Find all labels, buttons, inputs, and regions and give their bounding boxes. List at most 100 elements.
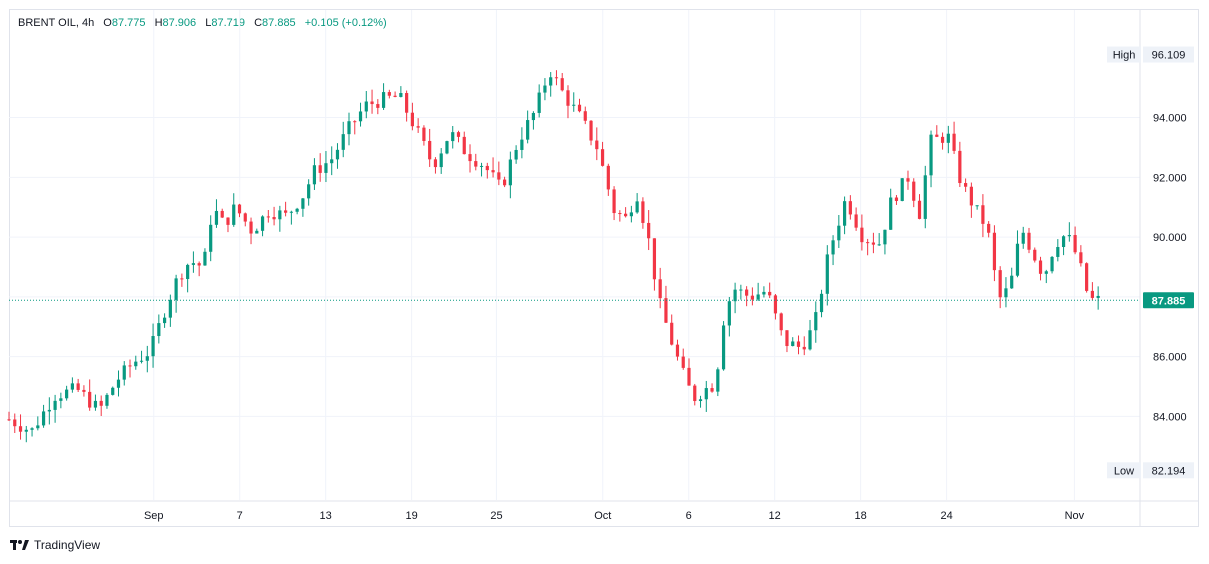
- candle-body: [952, 133, 956, 151]
- candle-body: [324, 163, 328, 173]
- candle-body: [451, 132, 455, 142]
- candle-body: [975, 205, 979, 207]
- candle-body: [347, 121, 351, 135]
- candle-body: [439, 153, 443, 168]
- candle-body: [47, 409, 51, 412]
- candle-body: [1015, 243, 1020, 276]
- candle-body: [197, 263, 201, 266]
- candle-body: [1067, 235, 1071, 237]
- candle-body: [848, 201, 852, 215]
- last-price-badge: [1143, 292, 1194, 309]
- candle-body: [791, 341, 795, 347]
- candle-body: [255, 230, 259, 234]
- candle-body: [773, 295, 778, 314]
- x-tick-label: 18: [855, 510, 867, 522]
- candle-body: [514, 149, 518, 160]
- candle-body: [1056, 247, 1060, 257]
- candle-body: [53, 400, 57, 410]
- candle-body: [768, 291, 772, 296]
- candle-body: [969, 186, 973, 206]
- candle-body: [906, 178, 910, 182]
- candle-body: [520, 139, 524, 150]
- candle-body: [428, 140, 432, 160]
- candle-body: [1021, 232, 1025, 244]
- candle-body: [266, 216, 270, 218]
- candle-body: [1090, 290, 1094, 298]
- candle-body: [18, 426, 23, 432]
- candle-body: [739, 289, 743, 291]
- high-marker-badge: [1143, 46, 1194, 63]
- candle-body: [1010, 275, 1014, 289]
- candle-body: [312, 165, 317, 185]
- candle-body: [664, 298, 668, 323]
- candle-body: [99, 400, 103, 406]
- candle-body: [341, 134, 345, 150]
- candle-body: [1096, 295, 1100, 298]
- brand-footer[interactable]: TradingView: [10, 538, 100, 552]
- candle-body: [537, 92, 541, 113]
- candle-body: [992, 232, 997, 271]
- candle-body: [618, 213, 622, 215]
- open-label: O: [103, 17, 112, 29]
- candle-body: [964, 183, 968, 187]
- candle-body: [883, 229, 887, 245]
- x-tick-label: 19: [406, 510, 418, 522]
- close-label: C: [254, 17, 263, 29]
- candle-body: [479, 165, 484, 167]
- symbol-title: BRENT OIL, 4h: [18, 17, 95, 29]
- candle-body: [647, 222, 651, 239]
- candle-body: [577, 104, 582, 112]
- candle-body: [111, 387, 115, 395]
- candle-body: [987, 223, 991, 233]
- candle-body: [24, 429, 28, 432]
- candle-body: [76, 383, 80, 390]
- candle-body: [433, 159, 438, 168]
- candle-body: [745, 289, 749, 296]
- candle-body: [191, 263, 196, 265]
- candle-body: [330, 159, 334, 164]
- candle-body: [981, 205, 985, 224]
- candle-body: [226, 217, 230, 225]
- candle-body: [935, 134, 939, 137]
- low-marker-label: Low: [1114, 465, 1134, 477]
- candle-body: [220, 210, 224, 218]
- candle-body: [698, 399, 703, 402]
- candle-body: [566, 90, 570, 106]
- candle-body: [1073, 235, 1077, 253]
- candle-body: [526, 120, 530, 140]
- candle-body: [837, 225, 841, 241]
- candle-body: [940, 136, 945, 143]
- candle-body: [508, 159, 512, 186]
- candle-body: [606, 165, 610, 190]
- candle-body: [485, 165, 489, 171]
- candle-body: [272, 217, 276, 220]
- y-tick-label: 92.000: [1153, 172, 1187, 184]
- tradingview-logo-icon: [10, 538, 30, 552]
- high-marker-value: 96.109: [1152, 50, 1186, 62]
- candle-body: [65, 389, 69, 399]
- y-tick-label: 94.000: [1153, 113, 1187, 125]
- candle-body: [871, 242, 876, 245]
- candle-body: [549, 77, 553, 86]
- candle-body: [284, 210, 288, 213]
- candle-body: [531, 112, 536, 121]
- candle-body: [750, 295, 754, 300]
- candle-body: [358, 111, 363, 122]
- candle-body: [946, 133, 950, 143]
- candle-body: [180, 278, 184, 280]
- candle-body: [998, 270, 1002, 298]
- candle-body: [814, 312, 818, 331]
- low-value: 87.719: [211, 17, 246, 29]
- candle-body: [364, 101, 368, 112]
- candle-body: [1061, 236, 1066, 248]
- brand-name: TradingView: [34, 538, 101, 552]
- candle-body: [900, 178, 904, 201]
- candle-body: [41, 411, 46, 426]
- open-value: 87.775: [111, 17, 146, 29]
- low-label: L: [205, 17, 212, 29]
- candle-body: [232, 204, 236, 225]
- x-tick-label: Nov: [1065, 510, 1085, 522]
- candle-body: [422, 127, 426, 141]
- y-tick-label: 84.000: [1153, 411, 1187, 423]
